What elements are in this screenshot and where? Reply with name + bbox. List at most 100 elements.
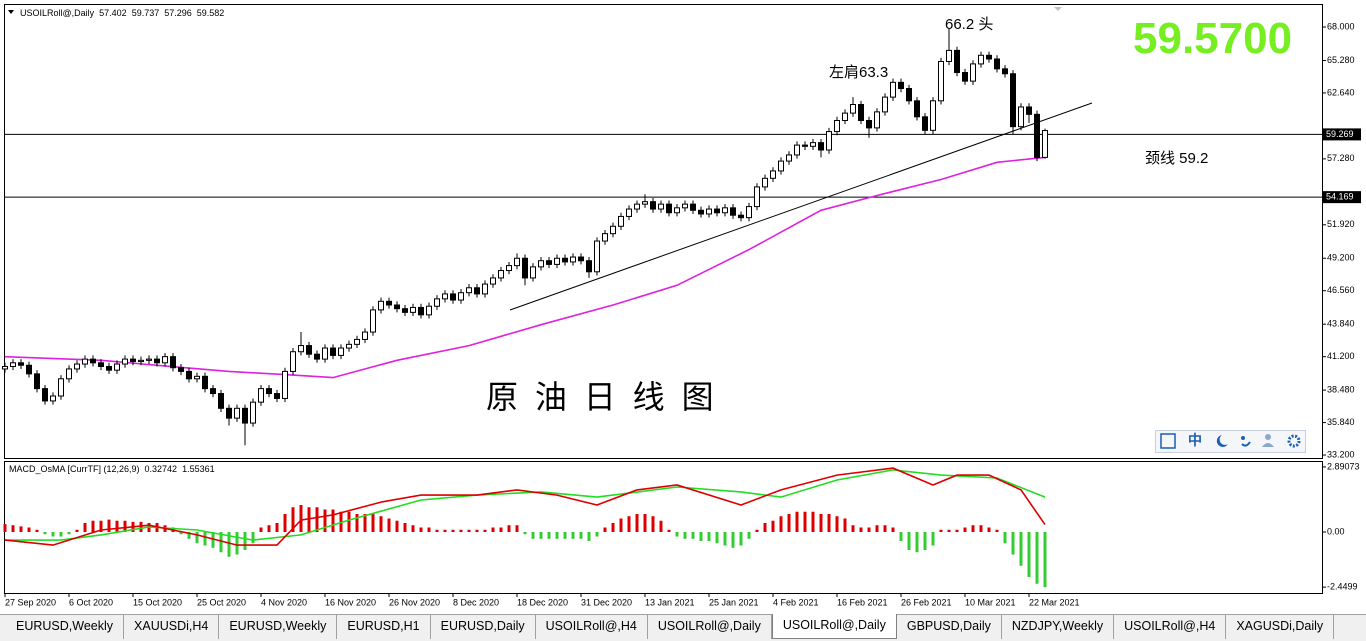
x-tick-label: 6 Oct 2020 <box>69 597 113 607</box>
x-tick-label: 8 Dec 2020 <box>453 597 499 607</box>
candle-body <box>466 287 472 294</box>
candle-body <box>522 257 528 279</box>
tab[interactable]: USOILRoll@,H4 <box>536 615 648 639</box>
tool-icon[interactable] <box>1241 441 1251 447</box>
histogram-bar <box>931 532 935 546</box>
candle-body <box>802 144 808 147</box>
x-tick-label: 26 Feb 2021 <box>901 597 952 607</box>
histogram-bar <box>883 525 887 533</box>
candle-body <box>442 293 448 300</box>
ohlc-low: 57.296 <box>164 8 192 18</box>
x-tick-label: 27 Sep 2020 <box>5 597 56 607</box>
candle-body <box>898 81 904 90</box>
histogram-bar <box>1035 532 1039 584</box>
histogram-bar <box>699 532 703 542</box>
histogram-bar <box>539 532 543 539</box>
annotation: 左肩63.3 <box>829 64 889 81</box>
menu-arrow[interactable] <box>8 10 14 14</box>
histogram-bar <box>27 527 31 533</box>
tool-icon[interactable] <box>1216 435 1228 447</box>
macd-title: MACD_OsMA [CurrTF] (12,26,9) <box>9 464 140 474</box>
histogram-bar <box>795 511 799 533</box>
tab[interactable]: USOILRoll@,Daily <box>648 615 772 639</box>
tab[interactable]: EURUSD,Weekly <box>6 615 125 639</box>
histogram-bar <box>875 525 879 533</box>
tab[interactable]: USOILRoll@,H4 <box>1114 615 1227 639</box>
candle-body <box>162 356 168 364</box>
histogram-bar <box>275 522 279 533</box>
candle-body <box>322 347 328 360</box>
tab[interactable]: EURUSD,Weekly <box>219 615 338 639</box>
histogram-bar <box>179 532 183 535</box>
candle-body <box>154 358 160 364</box>
candle-body <box>394 304 400 310</box>
histogram-bar <box>435 529 439 533</box>
tab[interactable]: XAGUSDi,Daily <box>1226 615 1335 639</box>
y-tick-label: 68.000 <box>1327 21 1355 31</box>
tab[interactable]: GBPUSD,Daily <box>897 615 1002 639</box>
tool-icon[interactable] <box>1287 434 1301 448</box>
histogram-bar <box>763 522 767 533</box>
candle-body <box>602 233 608 242</box>
price-pane <box>4 4 1323 459</box>
candle-body <box>850 104 856 114</box>
tab[interactable]: EURUSD,H1 <box>337 615 431 639</box>
histogram-bar <box>59 532 63 537</box>
histogram-bar <box>323 509 327 533</box>
candle-body <box>138 359 144 363</box>
candle-body <box>194 375 200 380</box>
histogram-bar <box>107 519 111 533</box>
histogram-bar <box>587 532 591 542</box>
candle-body <box>74 363 80 370</box>
candle-body <box>698 209 704 215</box>
toolbar-lang[interactable]: 中 <box>1188 432 1202 448</box>
candle-body <box>1002 68 1008 75</box>
histogram-bar <box>227 532 231 557</box>
y-tick-label: 41.200 <box>1327 351 1355 361</box>
tab[interactable]: EURUSD,Daily <box>431 615 536 639</box>
macd-pane <box>4 461 1323 594</box>
histogram-bar <box>419 527 423 533</box>
tool-icon[interactable] <box>1265 434 1271 440</box>
x-tick-label: 16 Nov 2020 <box>325 597 376 607</box>
histogram-bar <box>427 527 431 533</box>
candle-body <box>298 345 304 353</box>
candle-body <box>178 367 184 372</box>
histogram-bar <box>139 521 143 533</box>
tab[interactable]: USOILRoll@,Daily <box>771 614 897 639</box>
histogram-bar <box>627 516 631 533</box>
histogram-bar <box>595 532 599 537</box>
candle-body <box>682 203 688 209</box>
histogram-bar <box>803 511 807 533</box>
histogram-bar <box>403 522 407 533</box>
x-tick-label: 16 Feb 2021 <box>837 597 888 607</box>
x-tick-label: 18 Dec 2020 <box>517 597 568 607</box>
candle-body <box>122 358 128 365</box>
candle-body <box>1034 113 1040 158</box>
histogram-bar <box>451 529 455 533</box>
candle-body <box>634 203 640 210</box>
histogram-bar <box>291 507 295 533</box>
candle-body <box>362 331 368 340</box>
histogram-bar <box>675 532 679 537</box>
tab[interactable]: NZDJPY,Weekly <box>1002 615 1115 639</box>
tool-icon[interactable] <box>1262 443 1274 447</box>
candle-body <box>2 365 8 370</box>
price-label-box <box>1323 191 1361 204</box>
histogram-bar <box>123 520 127 533</box>
candle-body <box>978 54 984 65</box>
candle-body <box>706 208 712 215</box>
price-label: 59.269 <box>1326 129 1354 139</box>
histogram-bar <box>347 511 351 533</box>
tool-icon[interactable] <box>1241 436 1245 440</box>
histogram-bar <box>531 532 535 539</box>
candle-body <box>426 305 432 316</box>
candle-body <box>618 215 624 227</box>
histogram-bar <box>923 532 927 551</box>
histogram-bar <box>51 532 55 537</box>
candle-body <box>98 362 104 367</box>
tool-icon[interactable] <box>1160 433 1176 449</box>
candle-body <box>818 142 824 151</box>
histogram-bar <box>939 529 943 533</box>
tab[interactable]: XAUUSDi,H4 <box>124 615 220 639</box>
